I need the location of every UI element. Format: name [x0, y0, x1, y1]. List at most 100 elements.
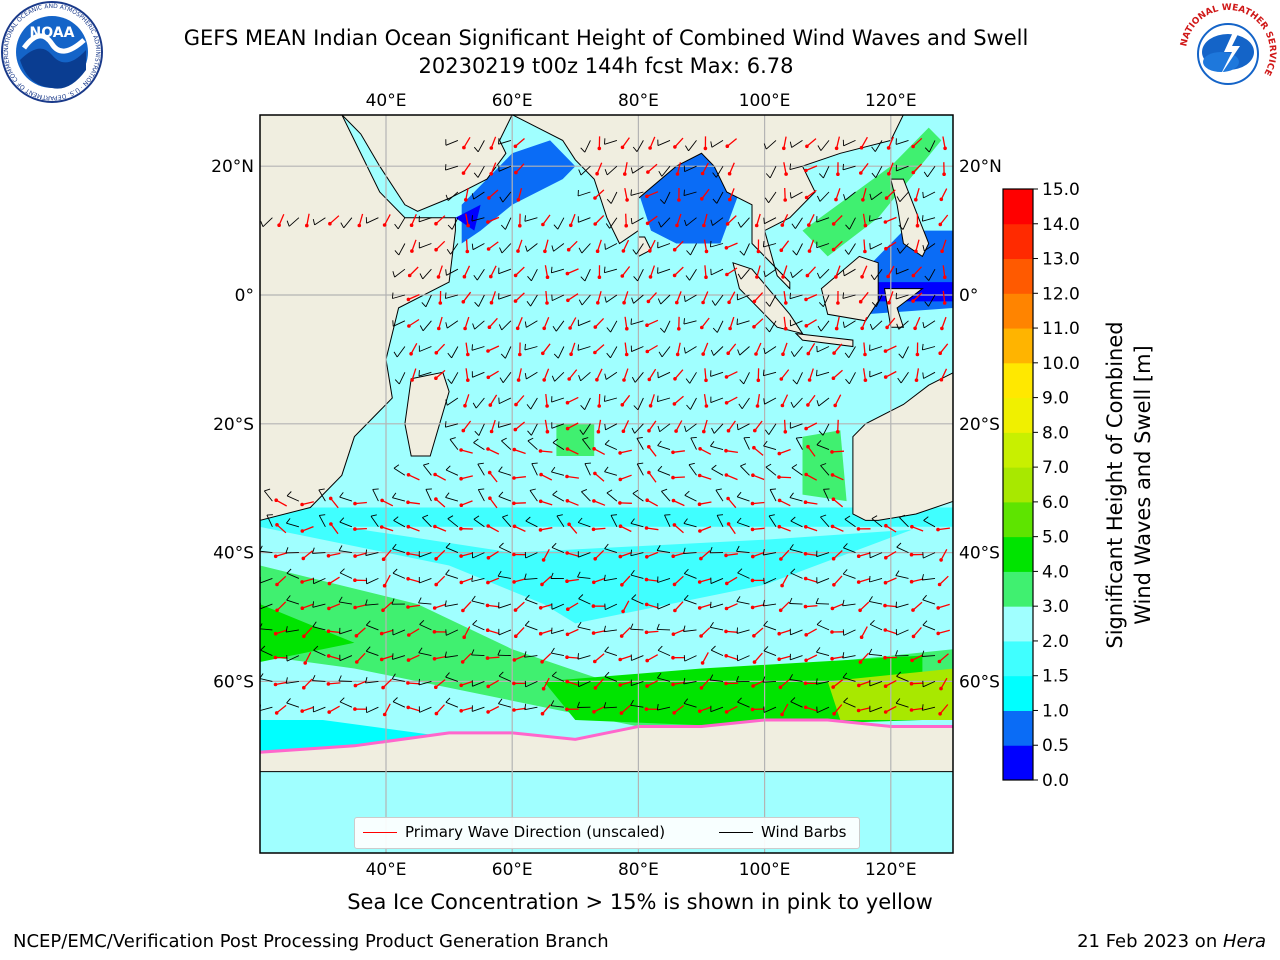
wind-barb — [475, 397, 485, 409]
wind-barb-flag — [339, 492, 344, 498]
wind-barb — [923, 191, 936, 199]
wind-barb — [709, 679, 724, 682]
wind-barb-flag — [418, 678, 420, 685]
wind-barb-flag — [526, 301, 531, 307]
wind-barb-flag — [657, 298, 662, 305]
wind-barb — [605, 423, 618, 431]
wind-barb — [764, 577, 777, 585]
wave-direction-arrowhead — [565, 551, 569, 555]
wind-barb-flag — [264, 488, 271, 492]
wave-direction-arrow — [674, 575, 684, 585]
wave-direction-arrow — [939, 575, 949, 585]
wave-direction-arrowhead — [779, 557, 783, 561]
wave-direction-arrowhead — [909, 681, 914, 686]
wave-direction-arrow — [381, 629, 394, 635]
wind-barb — [260, 678, 273, 682]
wind-barb-flag — [869, 575, 871, 583]
wind-barb — [636, 463, 644, 476]
wave-direction-arrowhead — [518, 223, 522, 228]
wind-barb-flag — [445, 542, 451, 548]
wind-barb-flag — [312, 601, 315, 608]
wind-barb-flag — [260, 623, 263, 629]
wind-barb-flag — [842, 672, 848, 678]
wave-direction-arrow — [543, 368, 550, 381]
wave-direction-arrowhead — [406, 605, 410, 609]
wind-barb-flag — [895, 570, 900, 576]
wave-direction-arrow — [303, 678, 313, 689]
wind-barb — [657, 243, 671, 249]
wind-barb-flag — [842, 163, 844, 170]
wave-direction-arrowhead — [781, 275, 785, 279]
wave-direction-arrowhead — [675, 223, 679, 228]
wind-barb — [922, 624, 936, 631]
wave-direction-arrow — [859, 601, 870, 611]
wave-direction-arrowhead — [750, 605, 755, 610]
wave-direction-arrowhead — [671, 682, 675, 687]
wind-barb-flag — [603, 625, 606, 632]
wave-direction-arrowhead — [593, 222, 597, 226]
wind-barb — [900, 372, 909, 384]
wave-direction-arrowhead — [512, 708, 516, 712]
wind-barb — [339, 701, 353, 708]
wave-direction-arrow — [806, 138, 817, 147]
wave-direction-arrow — [301, 578, 314, 583]
wave-direction-arrow — [435, 549, 446, 560]
wind-barb — [848, 346, 856, 358]
wind-barb-flag — [658, 221, 662, 228]
wave-direction-arrowhead — [831, 222, 836, 226]
wave-direction-arrowhead — [592, 580, 596, 585]
wind-barb — [895, 702, 909, 708]
wind-barb — [604, 443, 618, 451]
wind-barb — [392, 678, 405, 682]
wave-direction-arrow — [648, 446, 657, 457]
wind-barb-flag — [550, 572, 554, 579]
wind-barb — [498, 495, 512, 502]
wind-barb — [922, 346, 936, 351]
wave-direction-arrowhead — [516, 249, 520, 253]
wave-direction-arrowhead — [938, 222, 943, 227]
wind-barb — [551, 603, 565, 610]
wave-direction-arrow — [567, 552, 579, 557]
wave-direction-arrowhead — [644, 602, 649, 607]
wave-direction-arrow — [728, 291, 736, 303]
colorbar-tick-label: 9.0 — [1042, 389, 1069, 409]
wind-barb-flag — [683, 547, 686, 554]
wave-direction-arrowhead — [724, 710, 729, 714]
wind-barb — [313, 706, 326, 713]
wave-direction-arrowhead — [803, 604, 808, 609]
wave-direction-arrowhead — [727, 300, 731, 305]
wind-barb-flag — [392, 568, 398, 574]
wind-barb — [525, 520, 538, 528]
wave-direction-arrow — [570, 342, 576, 355]
wind-barb — [743, 372, 750, 385]
wind-barb — [610, 191, 618, 204]
wind-barb — [683, 522, 697, 528]
wave-direction-arrowhead — [567, 522, 571, 527]
wind-barb — [630, 320, 644, 325]
wave-direction-arrow — [301, 501, 314, 506]
wind-barb — [580, 371, 591, 382]
colorbar-tick-label: 6.0 — [1042, 493, 1069, 513]
wave-direction-arrowhead — [863, 378, 868, 383]
wave-direction-arrowhead — [382, 223, 387, 227]
wave-direction-arrowhead — [677, 327, 681, 331]
wave-direction-arrow — [805, 526, 818, 532]
wave-direction-arrow — [383, 549, 392, 560]
wind-barb — [631, 598, 644, 605]
wave-direction-arrow — [726, 474, 738, 481]
wind-barb — [445, 603, 458, 607]
wind-barb — [446, 397, 459, 406]
wave-direction-arrow — [624, 342, 628, 355]
wind-barb — [450, 243, 459, 255]
wave-direction-arrow — [729, 162, 735, 174]
wave-direction-arrow — [911, 578, 924, 583]
wind-barb-flag — [843, 543, 848, 549]
wind-barb — [312, 552, 326, 554]
wind-barb-flag — [763, 620, 768, 626]
wave-direction-arrow — [409, 266, 419, 276]
wave-direction-arrowhead — [326, 682, 331, 686]
wind-barb-flag — [763, 646, 769, 652]
wind-barb-flag — [792, 250, 797, 256]
wave-direction-arrowhead — [487, 470, 492, 475]
wave-direction-arrow — [545, 290, 548, 304]
